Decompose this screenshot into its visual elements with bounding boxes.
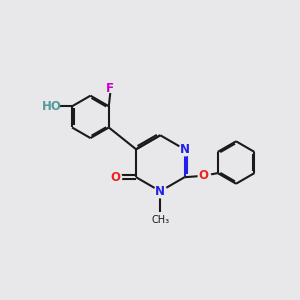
Text: F: F [106,82,114,95]
Text: O: O [199,169,209,182]
Text: N: N [155,185,165,198]
Text: HO: HO [41,100,62,113]
Text: CH₃: CH₃ [151,215,169,225]
Text: N: N [179,143,190,156]
Text: O: O [110,171,121,184]
